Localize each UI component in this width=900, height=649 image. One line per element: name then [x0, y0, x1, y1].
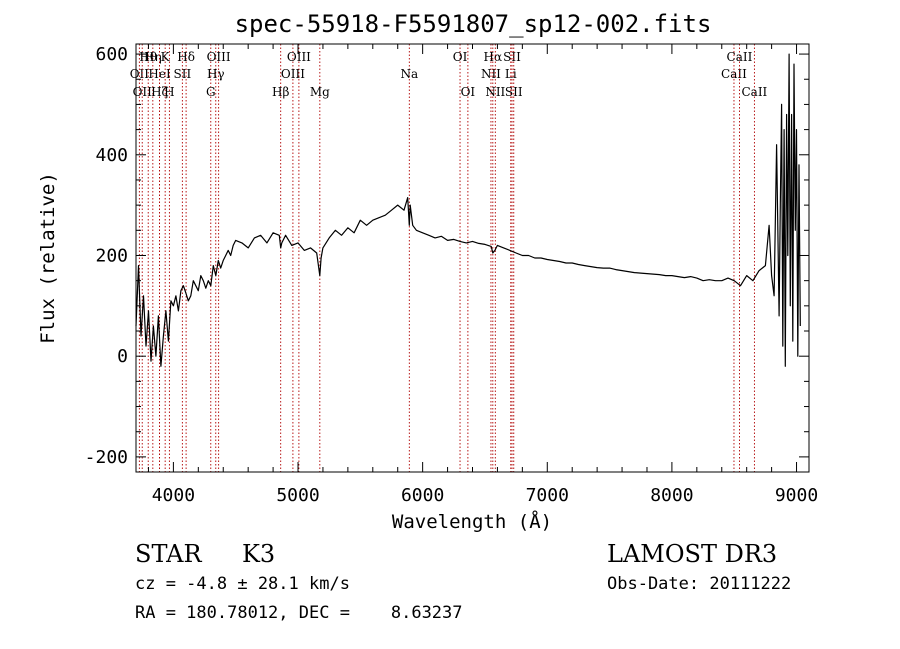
- coordinates: RA = 180.78012, DEC = 8.63237: [135, 603, 463, 623]
- line-marker-label: Hα: [484, 50, 503, 64]
- obs-date: Obs-Date: 20111222: [607, 574, 792, 594]
- line-marker-label: OIII: [207, 50, 231, 64]
- axes: 4000 5000 6000 7000 8000 9000 -200 0 200 400 600: [85, 44, 818, 506]
- y-tick-label: 400: [95, 145, 128, 166]
- x-tick-label: 5000: [276, 485, 319, 506]
- line-marker-label: OIII: [281, 67, 305, 81]
- line-marker-label: Na: [400, 67, 418, 81]
- line-marker-label: NII: [485, 85, 505, 99]
- line-marker-label: Mg: [310, 85, 330, 99]
- line-marker-label: NII: [481, 67, 501, 81]
- y-tick-label: 0: [117, 346, 128, 367]
- line-marker-label: H: [164, 85, 174, 99]
- y-axis-label: Flux (relative): [37, 172, 59, 344]
- line-marker-label: SII: [174, 67, 192, 81]
- x-tick-label: 4000: [152, 485, 195, 506]
- line-marker-label: Hβ: [272, 85, 289, 99]
- line-marker-label: OIII: [287, 50, 311, 64]
- x-tick-label: 6000: [401, 485, 444, 506]
- x-tick-label: 9000: [775, 485, 818, 506]
- line-markers: OIIOIIHθHηHeIHζKHSIIHδGHγOIIIHβOIIIOIIIM…: [130, 44, 768, 472]
- series-flux-line: [135, 53, 801, 367]
- line-marker-label: Hδ: [177, 50, 195, 64]
- line-marker-label: Hθ: [139, 50, 157, 64]
- object-subclass: K3: [242, 540, 276, 568]
- x-axis-label: Wavelength (Å): [392, 510, 552, 533]
- line-marker-label: OII: [133, 85, 153, 99]
- plot-frame: [135, 43, 810, 473]
- line-marker-label: Hη: [144, 50, 162, 64]
- y-tick-label: 600: [95, 44, 128, 65]
- y-tick-label: -200: [85, 447, 128, 468]
- line-marker-label: SII: [505, 85, 523, 99]
- line-marker-label: K: [161, 50, 171, 64]
- line-marker-label: Li: [505, 67, 517, 81]
- line-marker-label: Hγ: [207, 67, 225, 81]
- line-marker-label: HeI: [148, 67, 171, 81]
- line-marker-label: CaII: [727, 50, 753, 64]
- line-marker-label: OI: [461, 85, 476, 99]
- line-marker-label: CaII: [721, 67, 747, 81]
- spectrum-series: [135, 53, 801, 367]
- y-tick-label: 200: [95, 245, 128, 266]
- line-marker-label: CaII: [741, 85, 767, 99]
- survey-name: LAMOST DR3: [607, 540, 778, 568]
- object-class: STAR: [135, 540, 202, 568]
- x-tick-label: 7000: [526, 485, 569, 506]
- chart-title: spec-55918-F5591807_sp12-002.fits: [235, 10, 712, 38]
- line-marker-label: OI: [453, 50, 468, 64]
- redshift-text: cz = -4.8 ± 28.1 km/s: [135, 574, 350, 594]
- x-tick-label: 8000: [650, 485, 693, 506]
- line-marker-label: Hζ: [151, 85, 168, 99]
- line-marker-label: SII: [503, 50, 521, 64]
- line-marker-label: G: [206, 85, 216, 99]
- line-marker-label: OII: [130, 67, 150, 81]
